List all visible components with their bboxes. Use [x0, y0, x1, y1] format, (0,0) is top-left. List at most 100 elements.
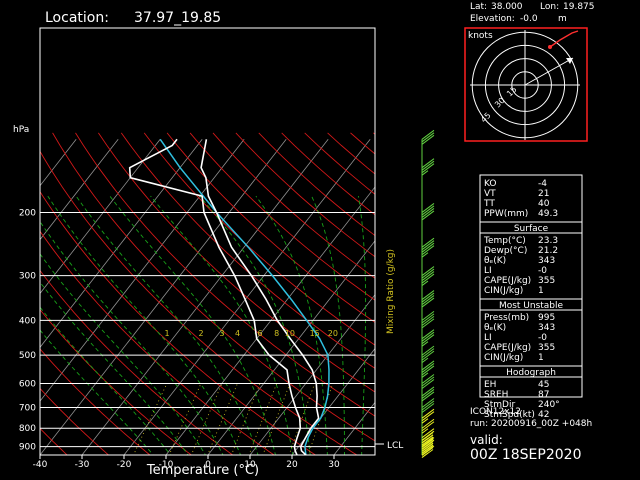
pressure-tick-label: 900: [19, 443, 36, 453]
barb-flag: [421, 447, 434, 456]
wind-barb: [421, 329, 435, 347]
barb-flag: [421, 403, 435, 413]
barb-half-flag: [421, 341, 429, 347]
dry-adiabat: [98, 132, 375, 393]
wind-barb: [421, 432, 434, 444]
barb-flag: [421, 391, 435, 402]
barb-flag: [421, 132, 435, 143]
barb-flag: [421, 295, 435, 305]
hodograph-trace-line: [549, 30, 579, 48]
barb-flag: [421, 129, 435, 140]
mixing-ratio-tick-label: 2: [198, 329, 203, 338]
dry-adiabat: [40, 348, 151, 455]
dry-adiabat: [189, 132, 375, 301]
index-label: Temp(°C): [483, 236, 526, 246]
index-label: LI: [484, 266, 492, 276]
wind-barb: [421, 203, 435, 221]
moist-adiabat: [199, 195, 311, 455]
isotherm-line: [249, 294, 375, 455]
mixing-ratio-tick-label: 10: [285, 329, 295, 338]
barb-flag: [421, 421, 435, 432]
mixing-ratio-tick-label: 8: [274, 329, 279, 338]
mixing-ratio-tick-label: 15: [310, 329, 320, 338]
pressure-tick-label: 700: [19, 404, 36, 414]
moist-adiabat: [255, 195, 328, 455]
barb-flag: [421, 331, 435, 342]
index-label: StmDir: [484, 400, 515, 410]
dry-adiabat: [40, 269, 234, 455]
dry-adiabat: [258, 132, 375, 237]
dry-adiabat: [40, 387, 110, 455]
barb-flag: [421, 379, 435, 389]
dry-adiabat: [212, 132, 375, 279]
index-value: 87: [538, 390, 549, 400]
mixing-ratio-line: [207, 383, 238, 455]
indices-frame: [479, 174, 583, 398]
barb-flag: [421, 273, 435, 284]
barb-flag: [421, 297, 435, 308]
barb-flag: [421, 313, 435, 324]
index-label: VT: [484, 189, 496, 199]
temperature-tick-label: -40: [33, 460, 48, 470]
isotherm-line: [40, 139, 245, 402]
pressure-tick-label: 300: [19, 272, 36, 282]
barb-flag: [421, 318, 435, 329]
index-value: 343: [538, 323, 555, 333]
barb-flag: [421, 389, 435, 399]
wind-barb: [421, 310, 435, 329]
wind-barb: [421, 408, 435, 424]
barb-half-flag: [421, 357, 429, 363]
temperature-tick-label: -20: [117, 460, 132, 470]
dry-adiabat: [40, 427, 68, 455]
index-label: PPW(mm): [484, 209, 528, 219]
dry-adiabat: [166, 132, 375, 323]
barb-flag: [421, 163, 435, 174]
moist-adiabat: [40, 253, 207, 455]
dry-adiabat: [75, 132, 375, 417]
barb-flag: [421, 329, 435, 340]
temperature-tick-label: -30: [75, 460, 90, 470]
wind-barb: [421, 418, 435, 434]
dry-adiabat: [40, 150, 358, 455]
moist-adiabat: [357, 196, 367, 455]
index-value: 995: [538, 313, 555, 323]
barb-flag: [421, 268, 435, 279]
dry-adiabat: [281, 132, 375, 216]
wind-barb: [421, 266, 435, 286]
barb-flag: [421, 348, 435, 358]
x-axis-label: Temperature (°C): [146, 463, 259, 478]
isotherm-line: [40, 139, 119, 241]
isotherm-line: [40, 139, 287, 455]
lon-value: 19.875: [563, 2, 595, 12]
lon-label: Lon:: [540, 2, 559, 12]
barb-flag: [421, 242, 435, 253]
index-label: SREH: [484, 390, 508, 400]
moist-adiabat: [47, 195, 242, 455]
index-label: Dewp(°C): [484, 246, 527, 256]
moist-adiabat: [40, 329, 154, 455]
barb-flag: [421, 411, 435, 422]
barb-flag: [421, 428, 435, 439]
barb-flag: [421, 310, 435, 321]
isotherm-line: [40, 139, 161, 295]
index-value: 40: [538, 199, 550, 209]
barb-flag: [421, 408, 435, 419]
index-value: 240°: [538, 400, 560, 410]
model-name: ICON12x12: [470, 407, 521, 417]
index-label: CIN(J/kg): [484, 286, 523, 296]
barb-flag: [421, 449, 434, 458]
run-value: 20200916_00Z +048h: [491, 419, 592, 429]
barb-flag: [421, 271, 435, 281]
lat-label: Lat:: [470, 2, 487, 12]
index-label: StmSpd(kt): [484, 410, 535, 420]
moist-adiabat: [40, 281, 189, 455]
mixing-ratio-axis-label: Mixing Ratio (g/kg): [386, 249, 396, 334]
index-label: θₑ(K): [484, 323, 506, 333]
dry-adiabat: [120, 132, 375, 369]
barb-half-flag: [421, 418, 429, 424]
barb-flag: [421, 240, 435, 251]
dry-adiabat: [52, 132, 375, 442]
plot-axes: 1 2 3 4 6 8 10 15 20200300400500600700800900-40-…: [19, 209, 340, 471]
mixing-ratio-line: [307, 383, 334, 455]
